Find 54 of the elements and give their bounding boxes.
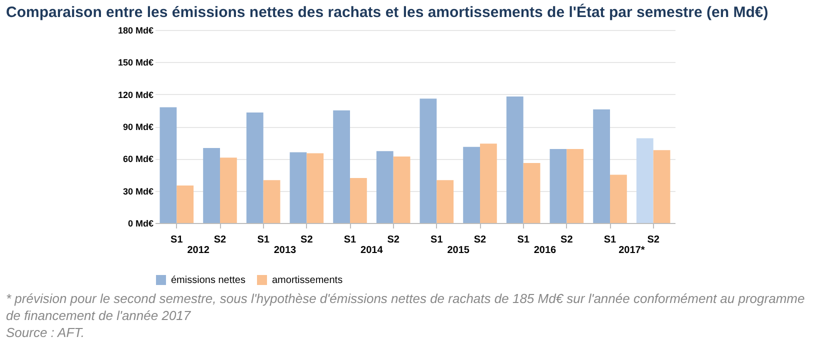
x-tick-label: S1 xyxy=(170,234,184,246)
text: * prévision pour le second semestre, sous l'hypothèse d'émissions nettes de rachats de 185 Md€ sur l'année conformément au programme de financement de l'année 2017 xyxy=(5,290,806,324)
y-tick-label: 150 Md€ xyxy=(118,58,154,68)
text: 2016 xyxy=(534,245,557,256)
bar xyxy=(523,162,540,223)
chart-title: Comparaison entre les émissions nettes des rachats et les amortissements de l'État par semestre (en Md€) xyxy=(5,2,770,21)
bar xyxy=(636,138,654,223)
bar xyxy=(593,109,610,223)
y-tick-label: 180 Md€ xyxy=(118,26,154,36)
x-tick-label: S2 xyxy=(214,234,227,246)
bar xyxy=(653,150,670,223)
bar xyxy=(566,149,584,223)
x-tick-label: S2 xyxy=(647,234,660,246)
bar xyxy=(160,107,177,223)
bar xyxy=(610,174,627,223)
bar xyxy=(246,112,264,223)
x-tick-label: S1 xyxy=(604,234,617,246)
x-tick-label: S2 xyxy=(300,234,314,246)
bar xyxy=(480,144,497,223)
bar xyxy=(176,185,194,223)
text: 2012 xyxy=(187,245,210,256)
source-note: Source : AFT. xyxy=(5,324,86,340)
text: 2013 xyxy=(274,245,297,256)
x-tick-label: S1 xyxy=(430,234,444,246)
y-tick-label: 60 Md€ xyxy=(122,154,154,164)
y-tick-label: 30 Md€ xyxy=(122,186,154,196)
bar xyxy=(420,98,437,223)
x-tick-label: S1 xyxy=(517,234,530,246)
bar xyxy=(376,151,394,223)
x-tick-label: S2 xyxy=(387,234,400,246)
legend-label: amortissements xyxy=(272,275,343,286)
y-tick-label: 90 Md€ xyxy=(122,122,154,132)
bar xyxy=(290,152,307,223)
x-tick-label: S1 xyxy=(257,234,270,246)
text: 2015 xyxy=(447,245,470,256)
bar xyxy=(506,96,524,223)
text: 2014 xyxy=(360,245,384,256)
bar xyxy=(350,178,367,223)
bar xyxy=(333,110,350,223)
text: 2017* xyxy=(618,245,645,256)
y-tick-label: 0 Md€ xyxy=(128,218,154,228)
bar xyxy=(306,153,324,223)
bar xyxy=(463,146,480,223)
y-tick-label: 120 Md€ xyxy=(118,90,154,100)
x-tick-label: S2 xyxy=(560,234,574,246)
bar xyxy=(550,149,567,223)
x-tick-label: S1 xyxy=(344,234,357,246)
x-tick-label: S2 xyxy=(474,234,487,246)
bar xyxy=(203,148,220,223)
bar xyxy=(393,156,410,223)
legend-label: émissions nettes xyxy=(171,275,246,286)
bar xyxy=(220,158,237,223)
bar xyxy=(263,180,280,223)
bar xyxy=(436,180,454,223)
